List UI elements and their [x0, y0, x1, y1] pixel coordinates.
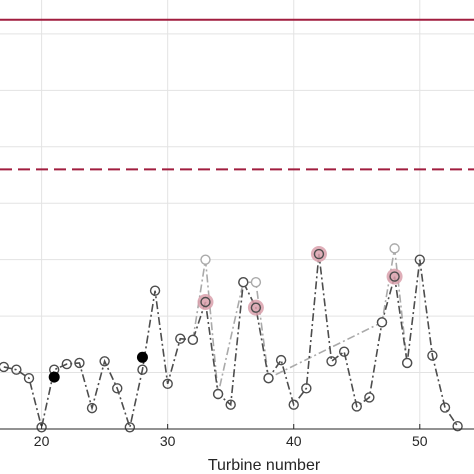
series-main-point: [313, 248, 325, 260]
markers: [0, 243, 463, 433]
series-main-point: [99, 356, 110, 367]
series-main-point: [351, 401, 362, 412]
series-main-point: [401, 357, 413, 369]
series-main-point: [23, 372, 35, 384]
grid: [0, 0, 474, 429]
series-main-point: [225, 399, 236, 410]
series-main-point: [124, 422, 136, 433]
series-main-point: [414, 254, 425, 265]
series-main-point: [200, 296, 211, 308]
series-main-point: [275, 354, 287, 366]
series-main-point: [112, 383, 123, 394]
highlight-filled-point: [136, 351, 148, 363]
series-main-point: [74, 357, 85, 369]
series-main-point: [61, 358, 73, 370]
series-main-point: [364, 392, 375, 403]
series-main-point: [427, 350, 438, 361]
x-axis-title: Turbine number: [208, 457, 321, 474]
series-main-point: [301, 383, 312, 394]
x-tick-label: 20: [34, 433, 50, 449]
highlight-ring-point: [197, 293, 214, 310]
series-main-point: [162, 378, 173, 390]
highlight-ring-point: [310, 246, 327, 263]
highlight-filled-point: [48, 371, 60, 383]
series-main-point: [149, 285, 161, 296]
series-main-point: [452, 420, 463, 432]
series-main-point: [36, 422, 47, 433]
series-light-point: [200, 254, 211, 265]
series-main-point: [0, 361, 9, 373]
x-axis-ticks: 20 30 40 50: [34, 424, 428, 449]
x-tick-label: 40: [286, 433, 302, 449]
series-main-point: [376, 317, 388, 328]
series-light-point: [250, 277, 262, 288]
highlight-ring-point: [386, 268, 403, 285]
series-main-point: [288, 399, 299, 410]
x-tick-label: 30: [160, 433, 176, 449]
series-main-point: [86, 402, 98, 414]
reference-lines: [0, 18, 474, 171]
series-main-point: [187, 334, 199, 346]
series-main-point: [137, 364, 148, 375]
series-main-point: [250, 302, 262, 313]
series-main-point: [439, 402, 451, 413]
series-light-point: [389, 243, 400, 254]
x-tick-label: 50: [412, 433, 428, 449]
series-main-point: [11, 364, 22, 375]
series-main-point: [212, 388, 224, 400]
series-main-point: [326, 356, 337, 367]
highlight-ring-point: [247, 299, 264, 316]
series-main-point: [389, 271, 400, 282]
series-main-point: [338, 346, 350, 357]
series-main-point: [175, 333, 186, 344]
series-main-point: [263, 372, 274, 384]
series-main-point: [238, 277, 249, 288]
